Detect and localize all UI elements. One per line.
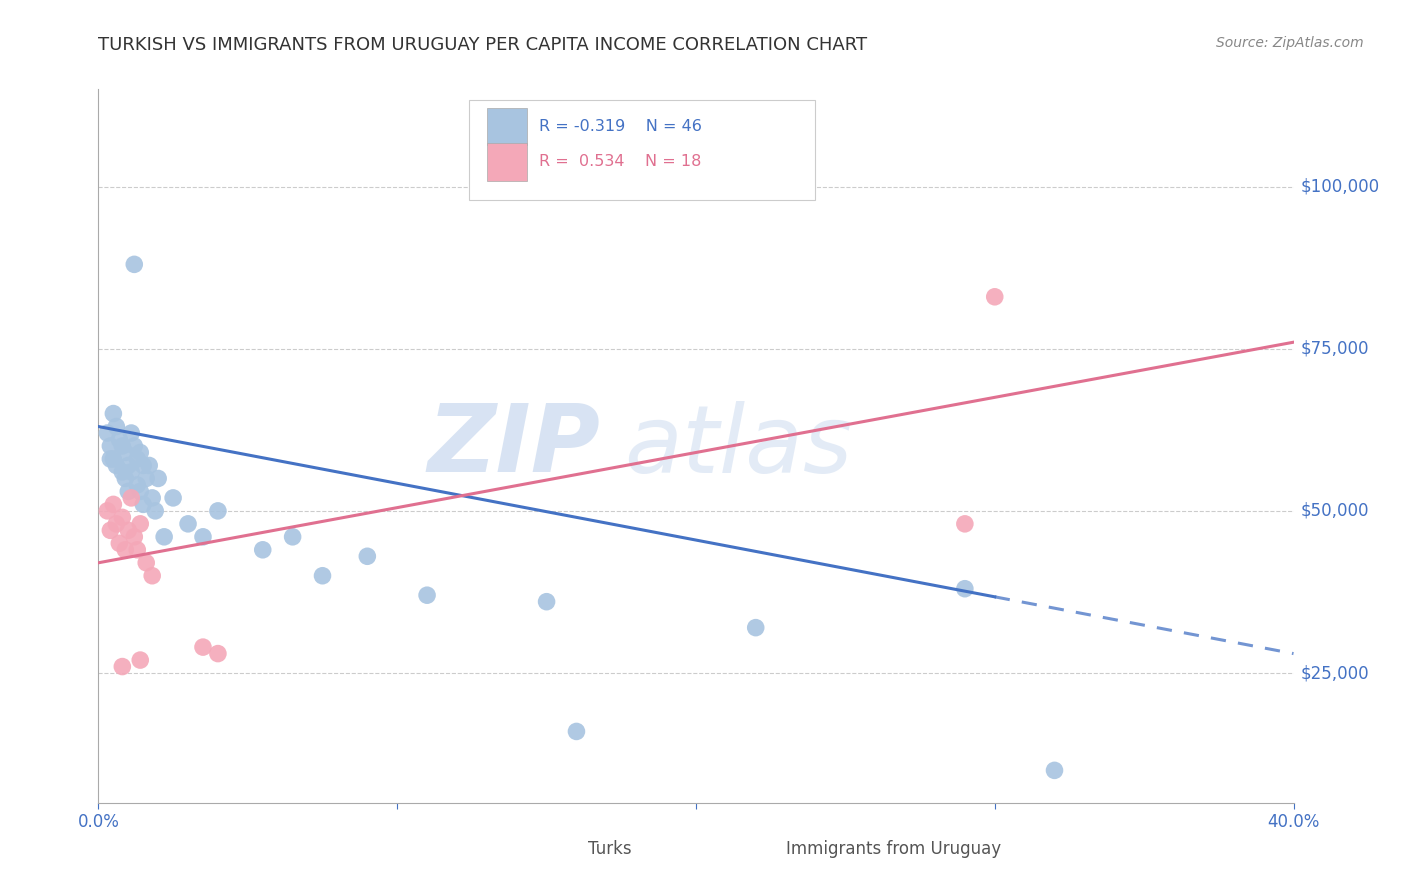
Text: atlas: atlas xyxy=(624,401,852,491)
Point xyxy=(141,491,163,505)
Point xyxy=(953,516,976,531)
Point xyxy=(536,595,558,609)
Point xyxy=(953,582,976,596)
Text: TURKISH VS IMMIGRANTS FROM URUGUAY PER CAPITA INCOME CORRELATION CHART: TURKISH VS IMMIGRANTS FROM URUGUAY PER C… xyxy=(98,36,868,54)
Point xyxy=(129,484,152,499)
Text: Turks: Turks xyxy=(588,840,633,858)
Point xyxy=(117,524,139,538)
Point xyxy=(129,516,152,531)
Point xyxy=(177,516,200,531)
FancyBboxPatch shape xyxy=(486,108,527,145)
Point xyxy=(124,530,146,544)
Point xyxy=(96,504,118,518)
Text: Immigrants from Uruguay: Immigrants from Uruguay xyxy=(786,840,1001,858)
Point xyxy=(1043,764,1066,778)
Point xyxy=(108,433,131,447)
Text: $50,000: $50,000 xyxy=(1301,502,1369,520)
Point xyxy=(132,497,155,511)
Point xyxy=(117,484,139,499)
Point xyxy=(108,536,131,550)
Point xyxy=(356,549,378,564)
Text: $25,000: $25,000 xyxy=(1301,664,1369,682)
Point xyxy=(98,524,122,538)
Point xyxy=(143,504,166,518)
Point xyxy=(141,568,163,582)
FancyBboxPatch shape xyxy=(538,835,569,863)
Text: Source: ZipAtlas.com: Source: ZipAtlas.com xyxy=(1216,36,1364,50)
Point xyxy=(191,640,214,654)
Point xyxy=(129,445,152,459)
Point xyxy=(96,425,118,440)
Point xyxy=(120,425,142,440)
Point xyxy=(132,458,155,473)
Point xyxy=(127,452,149,467)
Point xyxy=(105,458,128,473)
Point xyxy=(120,465,142,479)
Point xyxy=(207,647,229,661)
Point xyxy=(191,530,214,544)
Point xyxy=(745,621,768,635)
Point xyxy=(120,491,142,505)
Point xyxy=(281,530,304,544)
Text: R = -0.319    N = 46: R = -0.319 N = 46 xyxy=(540,119,702,134)
Text: ZIP: ZIP xyxy=(427,400,600,492)
FancyBboxPatch shape xyxy=(470,100,815,200)
Point xyxy=(135,556,157,570)
Text: R =  0.534    N = 18: R = 0.534 N = 18 xyxy=(540,154,702,169)
Point xyxy=(127,478,149,492)
Point xyxy=(565,724,588,739)
Point xyxy=(162,491,184,505)
Point xyxy=(416,588,439,602)
Point xyxy=(129,653,152,667)
Point xyxy=(98,439,122,453)
Text: $75,000: $75,000 xyxy=(1301,340,1369,358)
Point xyxy=(117,458,139,473)
Point xyxy=(138,458,160,473)
Point xyxy=(124,257,146,271)
Point xyxy=(114,542,136,557)
Point xyxy=(135,471,157,485)
Point xyxy=(311,568,333,582)
Point xyxy=(111,510,134,524)
Point xyxy=(983,290,1005,304)
Point xyxy=(98,452,122,467)
Point xyxy=(252,542,274,557)
Point xyxy=(103,407,125,421)
Point xyxy=(111,465,134,479)
Point xyxy=(105,419,128,434)
Point xyxy=(111,659,134,673)
Point xyxy=(103,452,125,467)
Text: $100,000: $100,000 xyxy=(1301,178,1379,195)
Point xyxy=(153,530,176,544)
Point xyxy=(105,516,128,531)
Point xyxy=(114,445,136,459)
FancyBboxPatch shape xyxy=(486,144,527,180)
Point xyxy=(148,471,170,485)
Point xyxy=(114,471,136,485)
FancyBboxPatch shape xyxy=(735,835,766,863)
Point xyxy=(127,542,149,557)
Point xyxy=(111,439,134,453)
Point xyxy=(124,439,146,453)
Point xyxy=(207,504,229,518)
Point xyxy=(103,497,125,511)
